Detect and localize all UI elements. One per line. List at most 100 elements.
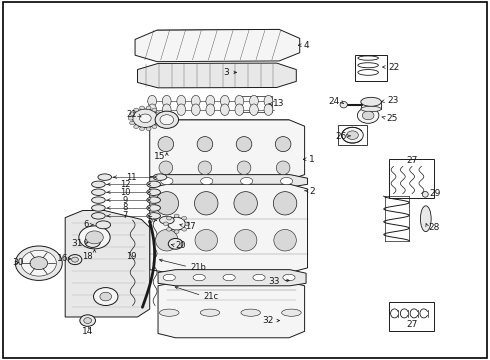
- Text: 15: 15: [154, 152, 166, 161]
- Polygon shape: [150, 175, 308, 187]
- Ellipse shape: [276, 161, 290, 175]
- Circle shape: [185, 222, 190, 226]
- Circle shape: [152, 125, 157, 129]
- Ellipse shape: [249, 104, 258, 116]
- Circle shape: [140, 127, 145, 131]
- Text: 21b: 21b: [190, 264, 206, 273]
- Ellipse shape: [220, 104, 229, 116]
- Polygon shape: [65, 211, 150, 317]
- Ellipse shape: [361, 97, 381, 106]
- Ellipse shape: [92, 213, 105, 219]
- Ellipse shape: [264, 104, 273, 116]
- Ellipse shape: [361, 106, 381, 112]
- Circle shape: [174, 214, 179, 218]
- Bar: [238, 96, 272, 112]
- Ellipse shape: [162, 95, 171, 107]
- Text: 20: 20: [175, 241, 186, 250]
- Ellipse shape: [220, 95, 229, 107]
- Text: 32: 32: [262, 316, 273, 325]
- Ellipse shape: [234, 229, 257, 251]
- Circle shape: [68, 255, 82, 265]
- Circle shape: [133, 109, 158, 128]
- Circle shape: [163, 222, 168, 226]
- Ellipse shape: [147, 213, 160, 219]
- Text: 16: 16: [57, 255, 68, 264]
- Ellipse shape: [96, 221, 111, 229]
- Circle shape: [100, 292, 112, 301]
- Circle shape: [128, 117, 133, 120]
- Polygon shape: [361, 101, 381, 109]
- Ellipse shape: [159, 161, 172, 175]
- Ellipse shape: [195, 229, 218, 251]
- Text: 23: 23: [388, 96, 399, 105]
- Ellipse shape: [195, 192, 218, 215]
- Ellipse shape: [206, 104, 215, 116]
- Bar: [389, 159, 434, 198]
- Text: 12: 12: [120, 180, 130, 189]
- Ellipse shape: [340, 102, 347, 108]
- Ellipse shape: [275, 136, 291, 152]
- Circle shape: [15, 246, 62, 280]
- Polygon shape: [158, 270, 306, 286]
- Ellipse shape: [234, 192, 257, 215]
- Polygon shape: [158, 282, 305, 338]
- Text: 24: 24: [328, 96, 340, 105]
- Ellipse shape: [264, 95, 273, 107]
- Ellipse shape: [92, 205, 105, 211]
- Text: 7: 7: [122, 211, 128, 220]
- Text: 27: 27: [406, 320, 418, 329]
- Text: 25: 25: [387, 114, 398, 123]
- Ellipse shape: [273, 192, 297, 215]
- Circle shape: [156, 112, 161, 116]
- Ellipse shape: [192, 104, 200, 116]
- Circle shape: [86, 231, 103, 244]
- Circle shape: [152, 108, 157, 112]
- Ellipse shape: [253, 274, 265, 281]
- Ellipse shape: [159, 216, 174, 224]
- Circle shape: [155, 111, 178, 129]
- Ellipse shape: [200, 177, 213, 185]
- Text: 4: 4: [304, 41, 309, 50]
- Text: 33: 33: [269, 276, 280, 285]
- Circle shape: [134, 108, 139, 112]
- Circle shape: [30, 257, 48, 270]
- Ellipse shape: [200, 309, 220, 316]
- Text: 11: 11: [126, 173, 137, 182]
- Text: 8: 8: [122, 203, 128, 212]
- Ellipse shape: [163, 274, 175, 281]
- Text: 28: 28: [429, 223, 440, 232]
- Circle shape: [174, 230, 179, 233]
- Circle shape: [21, 250, 56, 276]
- Circle shape: [156, 121, 161, 125]
- Polygon shape: [150, 120, 305, 180]
- Ellipse shape: [237, 161, 251, 175]
- Circle shape: [168, 238, 183, 249]
- Ellipse shape: [153, 174, 167, 180]
- Ellipse shape: [420, 206, 431, 231]
- Text: 30: 30: [12, 258, 24, 267]
- Bar: [389, 302, 434, 330]
- Polygon shape: [150, 184, 308, 273]
- Text: 9: 9: [122, 195, 128, 204]
- Ellipse shape: [193, 274, 205, 281]
- Ellipse shape: [177, 95, 186, 107]
- Ellipse shape: [241, 309, 261, 316]
- Ellipse shape: [147, 197, 160, 203]
- Circle shape: [85, 236, 100, 247]
- Text: 1: 1: [309, 155, 314, 164]
- Ellipse shape: [197, 136, 213, 152]
- Ellipse shape: [147, 181, 160, 188]
- Circle shape: [134, 125, 139, 129]
- Text: 19: 19: [126, 252, 137, 261]
- Ellipse shape: [192, 95, 200, 107]
- Text: 5: 5: [147, 216, 152, 225]
- Circle shape: [140, 106, 145, 110]
- Text: 29: 29: [430, 189, 441, 198]
- Polygon shape: [138, 63, 296, 88]
- Ellipse shape: [280, 177, 293, 185]
- Circle shape: [130, 121, 135, 125]
- Ellipse shape: [223, 274, 235, 281]
- Circle shape: [167, 216, 172, 220]
- Ellipse shape: [282, 309, 301, 316]
- Circle shape: [357, 108, 379, 123]
